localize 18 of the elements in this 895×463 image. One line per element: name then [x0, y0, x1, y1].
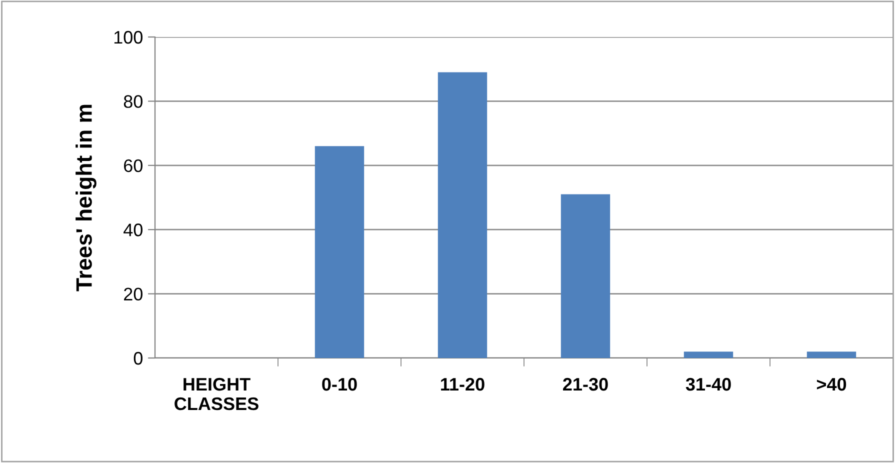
y-tick-label: 20 — [124, 288, 142, 301]
x-tick-label: 11-20 — [441, 378, 484, 391]
y-tick-label: 0 — [134, 352, 142, 365]
y-tick-label: 40 — [124, 224, 142, 236]
bar — [560, 194, 610, 358]
bar — [806, 352, 856, 358]
y-tick-label: 100 — [114, 30, 142, 44]
y-tick-label: 60 — [124, 159, 142, 172]
y-tick-label: 80 — [124, 95, 142, 108]
bar — [438, 72, 488, 358]
x-tick-label: HEIGHT CLASSES — [174, 378, 258, 410]
y-axis-title: Trees' height in m — [76, 104, 96, 292]
x-tick-label: >40 — [816, 378, 846, 391]
x-tick-label: 0-10 — [322, 378, 357, 391]
x-tick-label: 31-40 — [686, 378, 731, 391]
bar — [684, 352, 734, 358]
bar — [314, 146, 364, 358]
x-tick-label: 21-30 — [563, 378, 608, 391]
